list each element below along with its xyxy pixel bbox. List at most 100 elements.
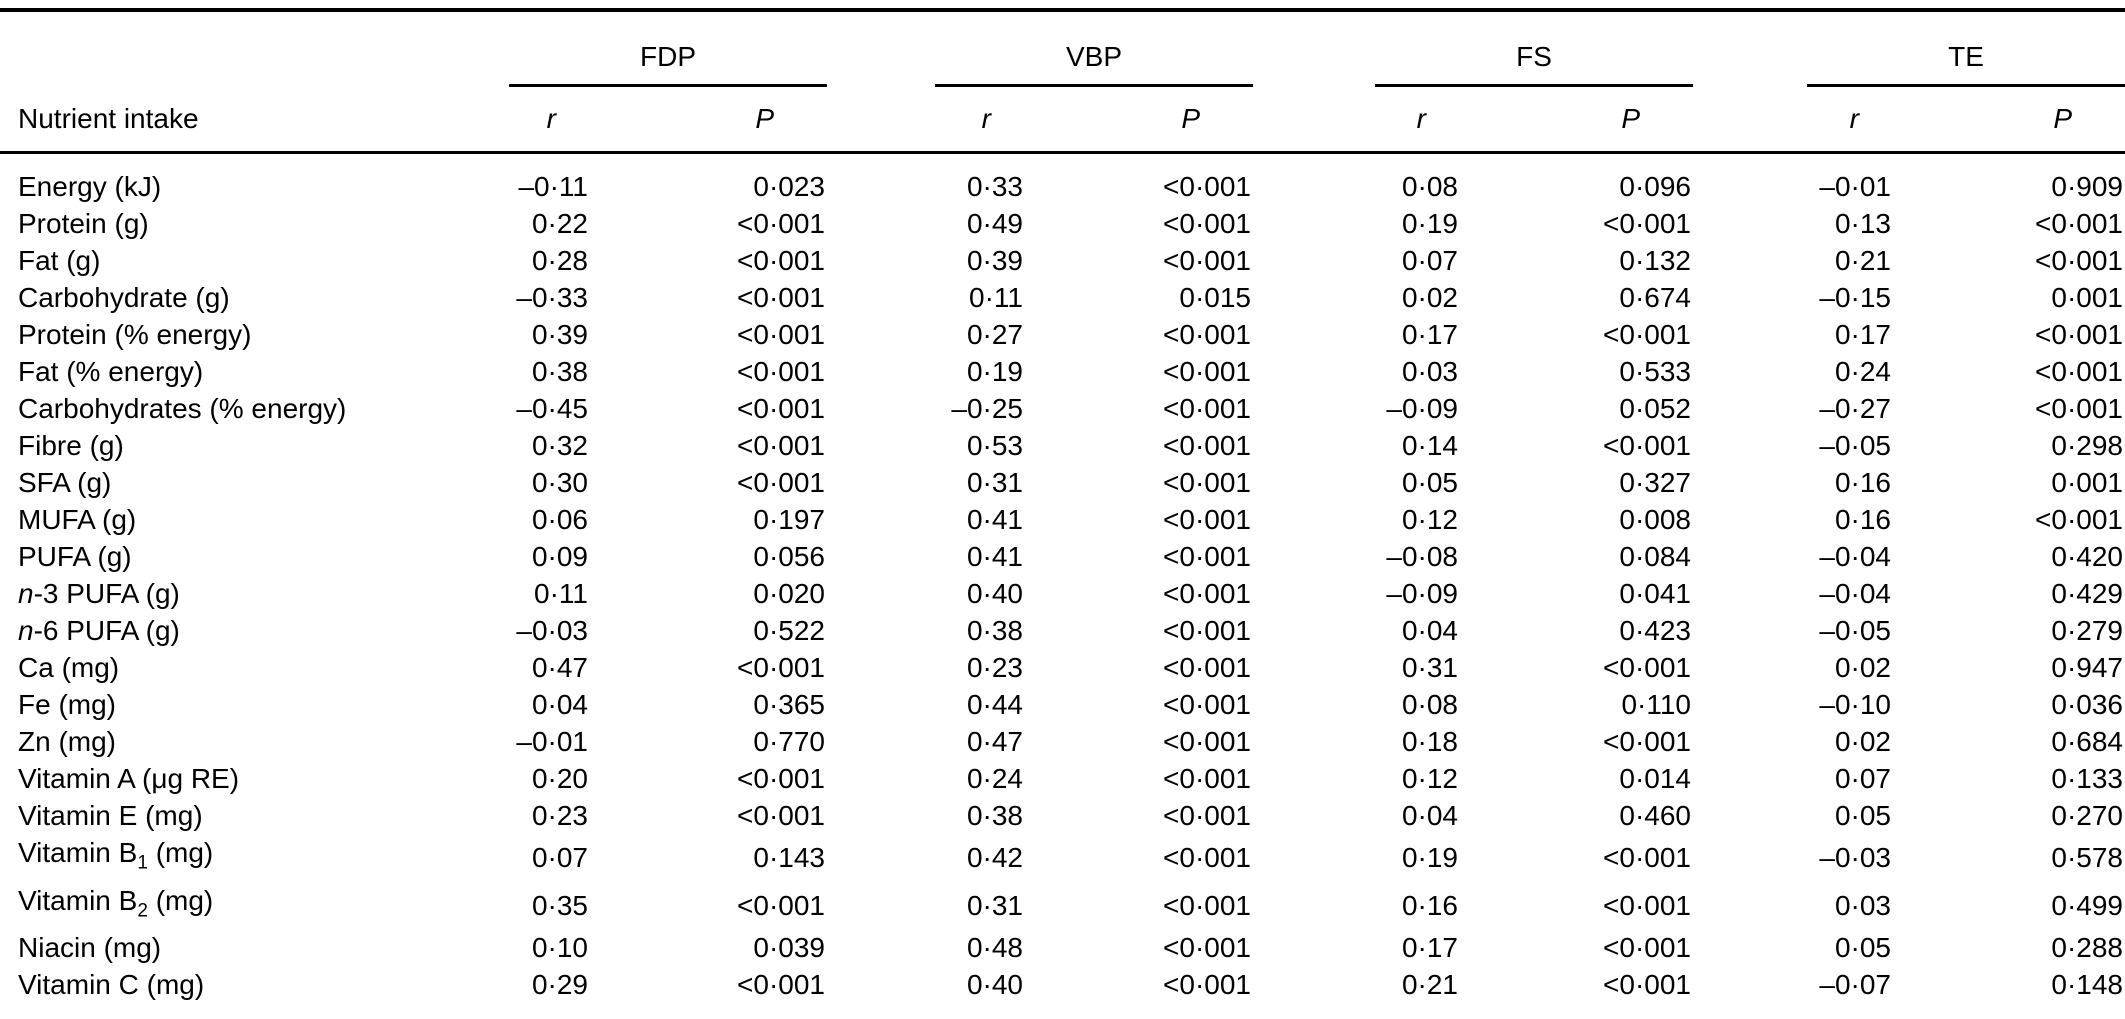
r-value: 0·16 bbox=[1834, 467, 1891, 498]
p-value: 0·327 bbox=[1619, 467, 1691, 498]
r-value: –0·25 bbox=[951, 393, 1023, 424]
group-underline: FDP bbox=[509, 43, 827, 87]
r-value: –0·01 bbox=[516, 726, 588, 757]
p-value: 0·288 bbox=[2051, 932, 2123, 964]
p-value: 0·110 bbox=[1621, 689, 1691, 720]
row-label: Niacin (mg) bbox=[18, 932, 162, 964]
row-label: Carbohydrates (% energy) bbox=[18, 393, 347, 424]
p-value: <0·001 bbox=[1163, 689, 1251, 720]
p-value: <0·001 bbox=[1163, 652, 1251, 683]
p-value: 0·533 bbox=[1619, 356, 1691, 387]
r-value: 0·39 bbox=[531, 319, 588, 350]
r-value: 0·29 bbox=[531, 969, 588, 1001]
r-value: 0·38 bbox=[966, 800, 1023, 831]
subheader-row: Nutrient intake r P r P r P r P bbox=[0, 87, 2125, 154]
group-header-row: FDP VBP FS TE bbox=[0, 10, 2125, 87]
p-value: 0·001 bbox=[2051, 282, 2123, 313]
p-value: <0·001 bbox=[2035, 208, 2123, 239]
p-value: <0·001 bbox=[1603, 208, 1691, 239]
p-value: 0·423 bbox=[1619, 615, 1691, 646]
r-value: –0·04 bbox=[1819, 578, 1891, 609]
p-header-vbp: P bbox=[1025, 87, 1253, 154]
r-value: 0·09 bbox=[531, 541, 588, 572]
r-value: 0·02 bbox=[1834, 726, 1891, 757]
group-header-fs: FS bbox=[1253, 10, 1693, 87]
p-value: 0·674 bbox=[1619, 282, 1691, 313]
p-value: <0·001 bbox=[2035, 504, 2123, 535]
p-value: <0·001 bbox=[1163, 430, 1251, 461]
p-value: 0·036 bbox=[2051, 689, 2123, 720]
p-value: 0·460 bbox=[1619, 800, 1691, 831]
table-row: MUFA (g) 0·06 0·197 0·41 <0·001 0·12 0·008 0·16… bbox=[0, 501, 2125, 538]
r-value: 0·03 bbox=[1401, 356, 1458, 387]
p-value: <0·001 bbox=[1163, 889, 1251, 921]
row-label: n-6 PUFA (g) bbox=[18, 615, 180, 646]
table-row: Fat (g) 0·28 <0·001 0·39 <0·001 0·07 0·132 0·21… bbox=[0, 242, 2125, 279]
r-value: 0·20 bbox=[531, 763, 588, 794]
r-value: 0·38 bbox=[966, 615, 1023, 646]
r-value: 0·19 bbox=[1401, 842, 1458, 874]
p-value: <0·001 bbox=[1603, 652, 1691, 683]
row-label: SFA (g) bbox=[18, 467, 112, 498]
p-value: 0·015 bbox=[1179, 282, 1251, 313]
r-value: 0·12 bbox=[1401, 763, 1458, 794]
r-value: 0·22 bbox=[531, 208, 588, 239]
row-label: Carbohydrate (g) bbox=[18, 282, 230, 313]
r-value: 0·49 bbox=[966, 208, 1023, 239]
r-value: 0·16 bbox=[1834, 504, 1891, 535]
r-value: 0·07 bbox=[1834, 763, 1891, 794]
r-value: –0·09 bbox=[1386, 393, 1458, 424]
p-value: 0·770 bbox=[753, 726, 825, 757]
p-value: 0·947 bbox=[2051, 652, 2123, 683]
r-value: 0·07 bbox=[531, 842, 588, 874]
row-label: Energy (kJ) bbox=[18, 171, 162, 202]
p-value: <0·001 bbox=[1163, 726, 1251, 757]
row-label: Vitamin E (mg) bbox=[18, 800, 203, 831]
table-row: Vitamin A (μg RE) 0·20 <0·001 0·24 <0·001 0·1… bbox=[0, 760, 2125, 797]
p-value: <0·001 bbox=[1163, 541, 1251, 572]
r-value: 0·47 bbox=[966, 726, 1023, 757]
r-value: 0·41 bbox=[966, 541, 1023, 572]
p-value: <0·001 bbox=[2035, 393, 2123, 424]
r-value: 0·40 bbox=[966, 969, 1023, 1001]
table-body: Energy (kJ) –0·11 0·023 0·33 <0·001 0·08 0·096… bbox=[0, 153, 2125, 1019]
r-value: 0·40 bbox=[966, 578, 1023, 609]
p-value: <0·001 bbox=[1163, 467, 1251, 498]
r-value: –0·03 bbox=[516, 615, 588, 646]
row-label: Vitamin B2 (mg) bbox=[18, 884, 214, 922]
r-value: 0·32 bbox=[531, 430, 588, 461]
p-value: <0·001 bbox=[2035, 356, 2123, 387]
p-value: <0·001 bbox=[1163, 208, 1251, 239]
r-value: 0·03 bbox=[1834, 889, 1891, 921]
row-label: Fat (g) bbox=[18, 245, 101, 276]
p-value: <0·001 bbox=[737, 245, 825, 276]
r-value: 0·41 bbox=[966, 504, 1023, 535]
r-value: –0·33 bbox=[516, 282, 588, 313]
row-label: Fibre (g) bbox=[18, 430, 124, 461]
table-row: Vitamin B1 (mg) 0·07 0·143 0·42 <0·001 0·19 <0… bbox=[0, 834, 2125, 882]
row-label: Zn (mg) bbox=[18, 726, 116, 757]
table-row: n-3 PUFA (g) 0·11 0·020 0·40 <0·001 –0·09 0·04… bbox=[0, 575, 2125, 612]
p-value: 0·522 bbox=[753, 615, 825, 646]
r-value: 0·04 bbox=[1401, 800, 1458, 831]
table-row: Vitamin C (mg) 0·29 <0·001 0·40 <0·001 0·21 <0… bbox=[0, 966, 2125, 1019]
table-row: Niacin (mg) 0·10 0·039 0·48 <0·001 0·17 <0·001… bbox=[0, 929, 2125, 966]
group-label-te: TE bbox=[1948, 41, 1984, 72]
p-header-fdp: P bbox=[590, 87, 827, 154]
p-value: <0·001 bbox=[1603, 319, 1691, 350]
group-label-vbp: VBP bbox=[1065, 41, 1123, 72]
p-value: <0·001 bbox=[1163, 504, 1251, 535]
p-value: 0·023 bbox=[753, 171, 825, 202]
r-value: 0·14 bbox=[1401, 430, 1458, 461]
r-value: 0·24 bbox=[1834, 356, 1891, 387]
p-value: <0·001 bbox=[1163, 245, 1251, 276]
p-value: <0·001 bbox=[2035, 245, 2123, 276]
r-value: 0·19 bbox=[1401, 208, 1458, 239]
r-value: 0·08 bbox=[1401, 689, 1458, 720]
row-label: Vitamin B1 (mg) bbox=[18, 837, 214, 874]
p-value: <0·001 bbox=[1163, 393, 1251, 424]
table-row: Zn (mg) –0·01 0·770 0·47 <0·001 0·18 <0·001 0·0… bbox=[0, 723, 2125, 760]
r-value: 0·08 bbox=[1401, 171, 1458, 202]
r-value: 0·30 bbox=[531, 467, 588, 498]
p-value: <0·001 bbox=[1163, 171, 1251, 202]
